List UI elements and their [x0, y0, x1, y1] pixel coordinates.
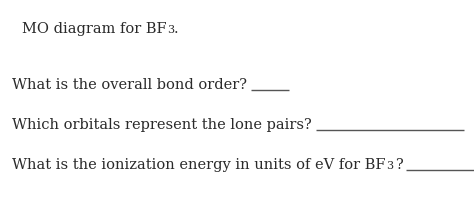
Text: 3: 3 [386, 161, 393, 171]
Text: What is the overall bond order?: What is the overall bond order? [12, 78, 247, 92]
Text: MO diagram for BF: MO diagram for BF [22, 22, 167, 36]
Text: .: . [173, 22, 178, 36]
Text: ?: ? [395, 158, 402, 172]
Text: 3: 3 [168, 25, 175, 35]
Text: What is the ionization energy in units of eV for BF: What is the ionization energy in units o… [12, 158, 385, 172]
Text: Which orbitals represent the lone pairs?: Which orbitals represent the lone pairs? [12, 118, 312, 132]
